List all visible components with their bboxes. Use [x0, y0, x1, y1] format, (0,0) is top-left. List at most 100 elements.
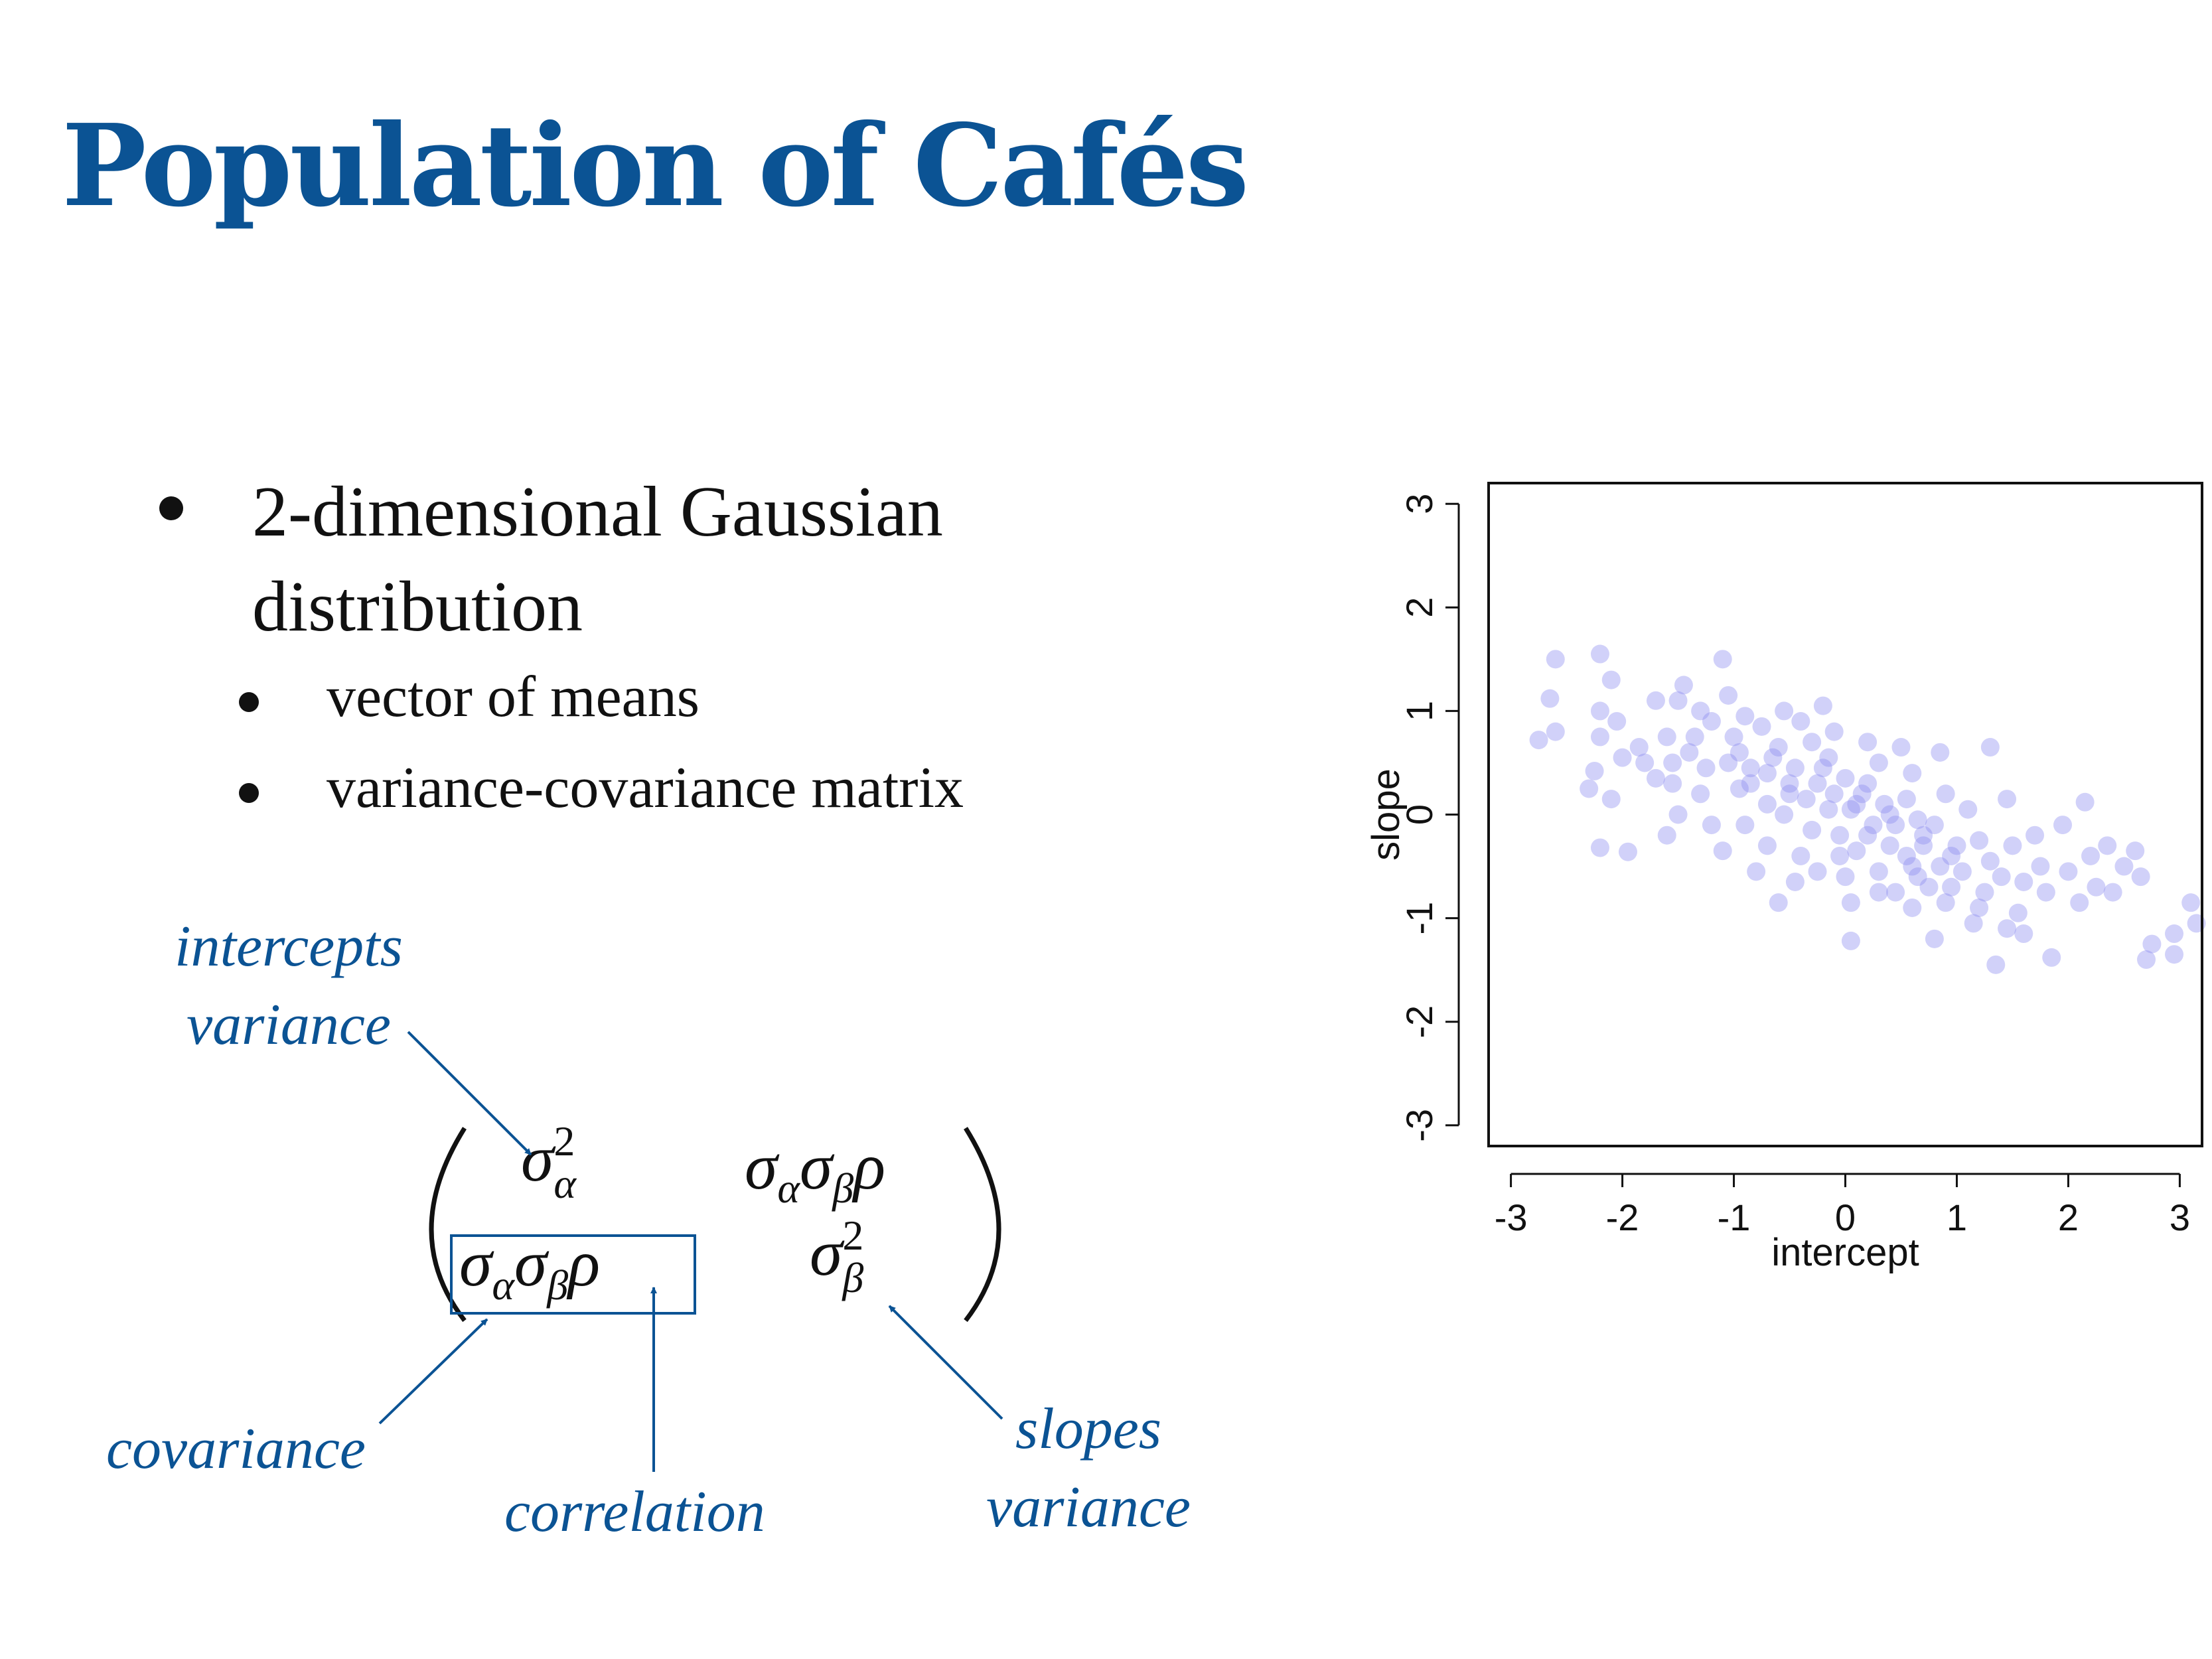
data-point — [2165, 924, 2184, 944]
data-point — [1980, 738, 2000, 757]
data-point — [1757, 836, 1777, 855]
data-point — [1635, 753, 1655, 772]
data-point — [1875, 794, 1894, 814]
data-point — [1903, 857, 1922, 876]
data-point — [1942, 846, 1961, 865]
sub-bullet-dot — [239, 783, 259, 803]
data-point — [1864, 816, 1883, 835]
data-point — [1891, 738, 1911, 757]
y-tick-label: 0 — [1398, 804, 1440, 825]
x-tick-label: 1 — [1947, 1196, 1967, 1238]
data-point — [2142, 934, 2162, 954]
data-point — [1813, 758, 1832, 778]
data-point — [1931, 743, 1950, 762]
data-point — [1869, 862, 1888, 881]
data-point — [2098, 836, 2117, 855]
data-point — [1914, 836, 1933, 855]
data-point — [1970, 831, 1989, 850]
data-point — [1663, 753, 1682, 772]
data-point — [1730, 743, 1749, 762]
data-point — [1657, 727, 1676, 747]
x-axis-title: intercept — [1771, 1231, 1919, 1274]
y-tick-label: -3 — [1398, 1109, 1440, 1142]
data-point — [1785, 872, 1805, 891]
data-point — [1590, 727, 1609, 747]
data-point — [1958, 800, 1978, 819]
data-point — [1858, 733, 1878, 752]
data-point — [1897, 846, 1916, 865]
bullet-text: 2-dimensional Gaussian distribution — [252, 472, 943, 646]
data-point — [1713, 650, 1732, 669]
data-point — [1869, 753, 1888, 772]
data-point — [1607, 712, 1627, 731]
slide-title: Population of Cafés — [62, 100, 1249, 232]
plot-frame — [1487, 482, 2203, 1147]
data-point — [1529, 731, 1548, 750]
data-point — [2126, 841, 2145, 861]
data-point — [1830, 846, 1850, 865]
data-point — [2131, 867, 2150, 887]
data-point — [1590, 644, 1609, 664]
right-parenthesis — [964, 1127, 1001, 1323]
data-point — [1808, 774, 1827, 793]
data-point — [1986, 955, 2006, 974]
data-point — [1931, 857, 1950, 876]
data-point — [1869, 883, 1888, 902]
data-point — [1998, 790, 2017, 809]
data-point — [1601, 790, 1621, 809]
data-point — [1724, 727, 1743, 747]
matrix-bottom-left: σασβρ — [459, 1226, 601, 1309]
data-point — [1803, 733, 1822, 752]
data-point — [1668, 691, 1688, 710]
data-point — [1970, 898, 1989, 917]
data-point — [1992, 867, 2011, 887]
x-tick-label: -1 — [1718, 1196, 1751, 1238]
data-point — [1841, 893, 1860, 912]
data-point — [1613, 748, 1632, 767]
data-point — [1914, 826, 1933, 845]
data-point — [2087, 877, 2106, 897]
correlation-annotation: correlation — [504, 1480, 765, 1544]
y-axis-title: slope — [1364, 768, 1408, 861]
data-point — [2008, 903, 2028, 922]
matrix-top-right: σασβρ — [745, 1129, 886, 1212]
data-point — [1953, 862, 1972, 881]
data-point — [1735, 707, 1755, 726]
data-point — [1947, 836, 1966, 855]
data-point — [1763, 748, 1783, 767]
annotation-line: intercepts — [175, 914, 403, 979]
data-point — [2081, 846, 2101, 865]
data-point — [1757, 764, 1777, 783]
data-point — [1540, 689, 1560, 708]
data-point — [1791, 712, 1810, 731]
data-point — [1646, 691, 1665, 710]
data-point — [1735, 816, 1755, 835]
x-tick-label: -3 — [1495, 1196, 1528, 1238]
data-point — [1919, 877, 1939, 897]
data-point — [1775, 805, 1794, 824]
data-point — [1702, 816, 1721, 835]
data-point — [2003, 836, 2022, 855]
y-tick-label: -2 — [1398, 1005, 1440, 1039]
data-point — [1808, 862, 1827, 881]
data-point — [1780, 774, 1799, 793]
data-point — [1841, 931, 1860, 950]
data-point — [1685, 727, 1704, 747]
data-point — [1730, 779, 1749, 798]
data-point — [1601, 670, 1621, 689]
y-tick-label: 3 — [1398, 494, 1440, 514]
data-point — [1691, 701, 1710, 721]
bullet-item: 2-dimensional Gaussian distribution — [252, 465, 1181, 654]
data-point — [1813, 696, 1832, 715]
data-point — [2031, 857, 2050, 876]
arrow-slopes-variance — [888, 1305, 1003, 1420]
data-point — [2165, 945, 2184, 964]
x-tick-label: 2 — [2058, 1196, 2079, 1238]
data-point — [1590, 838, 1609, 857]
data-point — [1824, 722, 1844, 741]
data-point — [1785, 758, 1805, 778]
data-point — [1897, 790, 1916, 809]
